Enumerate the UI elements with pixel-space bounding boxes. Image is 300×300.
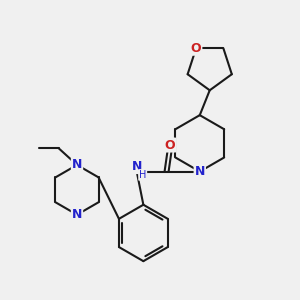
Text: N: N — [131, 160, 142, 173]
Text: N: N — [72, 158, 82, 171]
Text: O: O — [191, 42, 201, 55]
Text: H: H — [139, 170, 146, 180]
Text: O: O — [165, 139, 175, 152]
Text: N: N — [72, 208, 82, 221]
Text: N: N — [195, 165, 205, 178]
